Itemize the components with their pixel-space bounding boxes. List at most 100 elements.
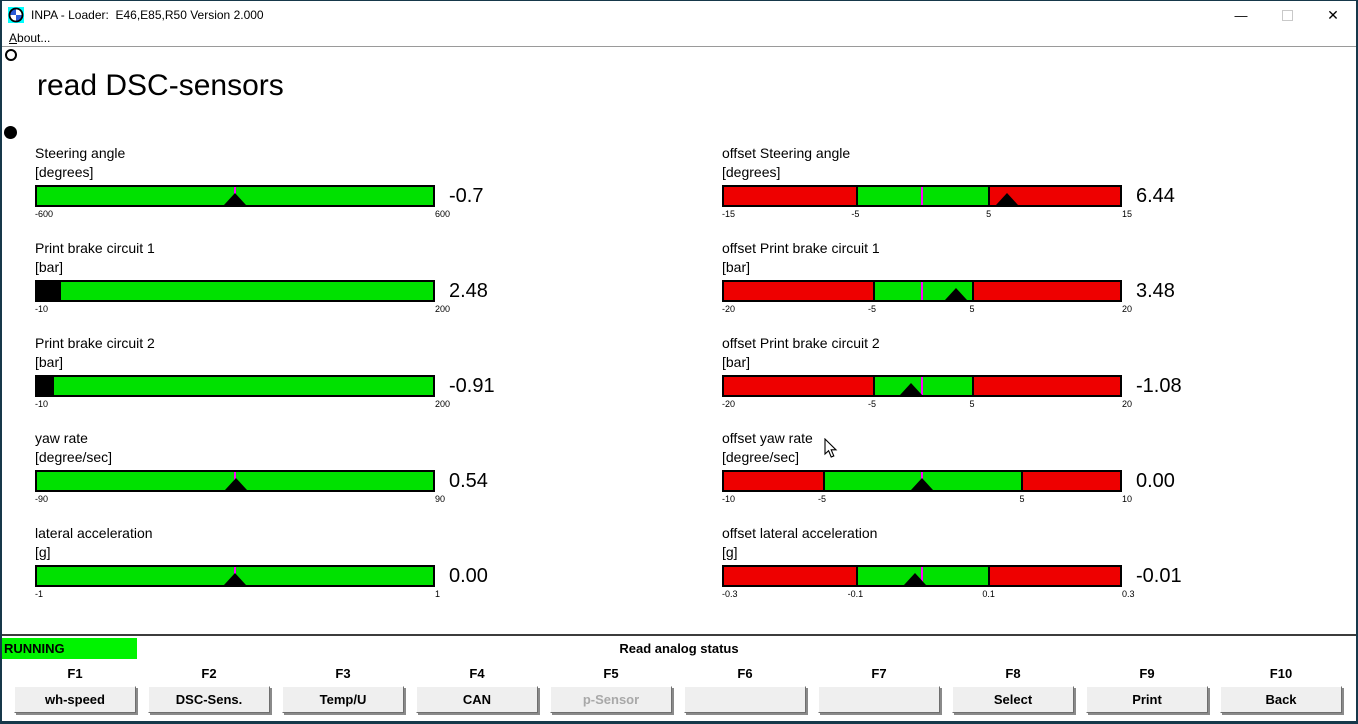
- fkey-label-f3: F3: [335, 666, 351, 681]
- minimize-button[interactable]: —: [1234, 7, 1248, 23]
- fkey-label-f2: F2: [201, 666, 217, 681]
- gauge-label: offset yaw rate: [722, 430, 813, 446]
- gauge-offset-yaw-rate: offset yaw rate [degree/sec] -10 -5 5 10 0.00: [722, 429, 1175, 505]
- gauge-bar: [35, 375, 435, 397]
- gauge-lateral-acceleration: lateral acceleration [g] -1 1 0.00: [35, 524, 488, 600]
- gauge-offset-lateral-acceleration: offset lateral acceleration [g] -0.3 -0.1 0.…: [722, 524, 1182, 600]
- gauge-ticks: -20 -5 5 20: [722, 397, 1132, 410]
- print-button[interactable]: Print: [1086, 686, 1208, 713]
- tick-label: -0.3: [722, 589, 738, 599]
- gauge-unit: [bar]: [722, 259, 751, 275]
- value-marker-triangle: [911, 478, 933, 490]
- tick-label: -0.1: [847, 589, 864, 599]
- fkey-label-f5: F5: [603, 666, 619, 681]
- select-button[interactable]: Select: [952, 686, 1074, 713]
- gauge-unit: [bar]: [722, 354, 751, 370]
- tick-label: 10: [1122, 494, 1133, 504]
- gauge-segment-red: [987, 187, 1120, 205]
- gauge-segment-red: [971, 282, 1120, 300]
- tick-label: -90: [35, 494, 49, 504]
- p-sensor-button: p-Sensor: [550, 686, 672, 713]
- tick-label: -5: [867, 304, 877, 314]
- fkey-label-f8: F8: [1005, 666, 1021, 681]
- tick-label: -5: [851, 209, 860, 219]
- empty-f6-button[interactable]: [684, 686, 806, 713]
- empty-f7-button[interactable]: [818, 686, 940, 713]
- gauge-bar: [722, 185, 1122, 207]
- gauge-ticks: -15 -5 5 15: [722, 207, 1132, 220]
- gauge-print-brake-circuit-1: Print brake circuit 1 [bar] -10 200 2.48: [35, 239, 488, 315]
- running-status-badge: RUNNING: [2, 638, 137, 659]
- gauge-ticks: -600 600: [35, 207, 450, 220]
- back-button[interactable]: Back: [1220, 686, 1342, 713]
- gauge-value: -0.01: [1136, 565, 1182, 587]
- gauge-unit: [degree/sec]: [722, 449, 800, 465]
- bmw-logo-icon: [8, 7, 24, 23]
- temp-u-button[interactable]: Temp/U: [282, 686, 404, 713]
- fkey-label-f9: F9: [1139, 666, 1155, 681]
- tick-label: 200: [435, 399, 451, 409]
- menu-bar: About...: [2, 29, 1356, 46]
- value-marker-triangle: [904, 573, 927, 585]
- window-title: INPA - Loader: E46,E85,R50 Version 2.000: [31, 8, 264, 22]
- tick-label: 20: [1122, 399, 1133, 409]
- tick-label: 600: [435, 209, 451, 219]
- menu-about[interactable]: About...: [9, 31, 51, 45]
- tick-label: 5: [1019, 494, 1025, 504]
- gauge-ticks: -90 90: [35, 492, 445, 505]
- tick-label: -600: [35, 209, 54, 219]
- gauge-label: offset Print brake circuit 2: [722, 335, 880, 351]
- gauge-label: Print brake circuit 2: [35, 335, 155, 351]
- tick-label: 0.3: [1122, 589, 1135, 599]
- value-marker-triangle: [996, 193, 1018, 205]
- dsc-sens--button[interactable]: DSC-Sens.: [148, 686, 270, 713]
- gauge-label: lateral acceleration: [35, 525, 153, 541]
- gauge-segment-red: [724, 472, 823, 490]
- tick-label: -10: [35, 399, 49, 409]
- gauge-bar: [35, 185, 435, 207]
- value-marker-triangle: [945, 288, 968, 300]
- gauge-steering-angle: Steering angle [degrees] -600 600 -0.7: [35, 144, 483, 220]
- tick-label: 200: [435, 304, 451, 314]
- can-button[interactable]: CAN: [416, 686, 538, 713]
- gauge-unit: [degrees]: [35, 164, 94, 180]
- gauge-offset-print-brake-circuit-2: offset Print brake circuit 2 [bar] -20 -5 5 2…: [722, 334, 1182, 410]
- gauge-value: -0.7: [449, 185, 484, 207]
- gauge-bar: [722, 470, 1122, 492]
- gauge-label: offset lateral acceleration: [722, 525, 878, 541]
- gauge-segment-green: [37, 282, 433, 300]
- gauge-label: yaw rate: [35, 430, 88, 446]
- close-button[interactable]: ✕: [1327, 6, 1339, 23]
- tick-label: -5: [817, 494, 827, 504]
- gauge-yaw-rate: yaw rate [degree/sec] -90 90 0.54: [35, 429, 488, 505]
- gauge-segment-red: [724, 187, 856, 205]
- gauge-bar: [722, 280, 1122, 302]
- gauge-value: -1.08: [1136, 375, 1182, 397]
- maximize-icon: [1281, 9, 1293, 21]
- title-bar: INPA - Loader: E46,E85,R50 Version 2.000…: [2, 1, 1356, 29]
- gauge-segment-red: [1021, 472, 1120, 490]
- tick-label: -10: [35, 304, 49, 314]
- gauge-value: 0.00: [1136, 470, 1175, 492]
- gauge-value: 6.44: [1136, 185, 1175, 207]
- gauge-unit: [g]: [35, 544, 51, 560]
- gauge-bar: [35, 470, 435, 492]
- gauge-ticks: -1 1: [35, 587, 440, 600]
- gauge-bar: [35, 565, 435, 587]
- tick-label: 5: [969, 399, 975, 409]
- zero-line: [921, 187, 923, 205]
- gauge-label: offset Print brake circuit 1: [722, 240, 880, 256]
- gauge-segment-red: [987, 567, 1120, 585]
- mouse-cursor-icon: [824, 437, 838, 464]
- gauge-unit: [degrees]: [722, 164, 781, 180]
- gauge-label: Print brake circuit 1: [35, 240, 155, 256]
- gauge-label: offset Steering angle: [722, 145, 851, 161]
- wh-speed-button[interactable]: wh-speed: [14, 686, 136, 713]
- gauge-ticks: -10 200: [35, 302, 450, 315]
- gauge-bar: [35, 280, 435, 302]
- gauge-ticks: -10 200: [35, 397, 450, 410]
- gauge-segment-red: [724, 377, 873, 395]
- gauge-value: 3.48: [1136, 280, 1175, 302]
- fkey-label-f6: F6: [737, 666, 753, 681]
